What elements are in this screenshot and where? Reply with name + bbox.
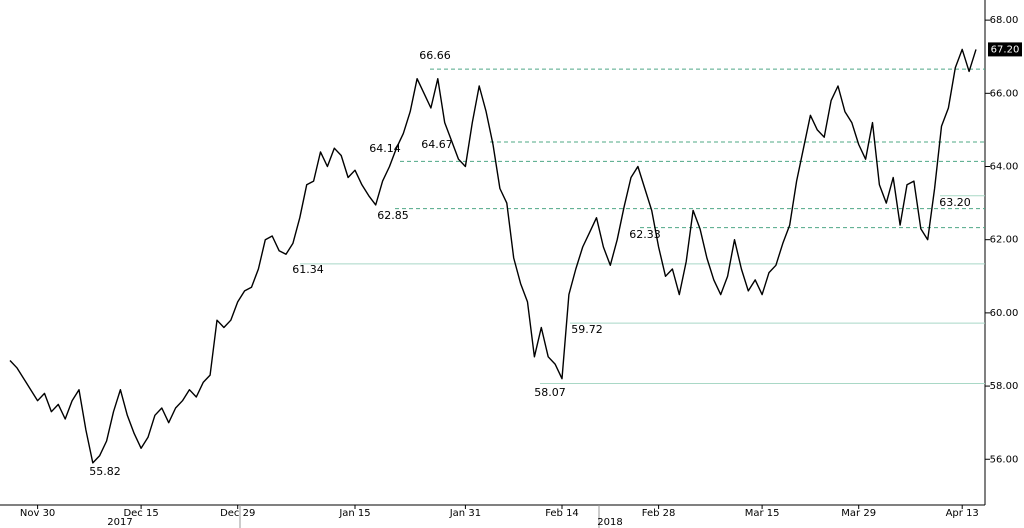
y-tick-label: 58.00 — [990, 381, 1019, 392]
x-tick-label: Dec 29 — [220, 508, 255, 519]
y-tick-label: 60.00 — [990, 308, 1019, 319]
x-tick-label: Apr 13 — [946, 508, 979, 519]
x-tick-label: Jan 31 — [449, 508, 481, 519]
level-label: 64.67 — [421, 138, 453, 151]
x-tick-label: Nov 30 — [20, 508, 55, 519]
level-label: 58.07 — [534, 386, 566, 399]
x-tick-label: Feb 28 — [642, 508, 676, 519]
level-label: 63.20 — [939, 196, 971, 209]
y-tick-label: 66.00 — [990, 88, 1019, 99]
level-label: 55.82 — [89, 465, 121, 478]
x-tick-label: Dec 15 — [123, 508, 158, 519]
price-line — [9, 48, 977, 464]
last-value-box — [988, 42, 1022, 57]
year-label: 2018 — [597, 517, 622, 528]
x-tick-label: Mar 15 — [745, 508, 780, 519]
x-tick-label: Feb 14 — [545, 508, 579, 519]
level-label: 62.85 — [377, 209, 409, 222]
y-tick-label: 56.00 — [990, 454, 1019, 465]
level-label: 66.66 — [419, 49, 451, 62]
y-tick-label: 64.00 — [990, 162, 1019, 173]
level-label: 64.14 — [369, 142, 401, 155]
level-label: 61.34 — [292, 263, 324, 276]
last-value-label: 67.20 — [991, 44, 1020, 55]
x-tick-label: Mar 29 — [841, 508, 876, 519]
year-label: 2017 — [107, 517, 132, 528]
x-tick-label: Jan 15 — [338, 508, 370, 519]
level-label: 59.72 — [571, 323, 603, 336]
level-label: 62.33 — [629, 228, 661, 241]
y-tick-label: 68.00 — [990, 15, 1019, 26]
y-tick-label: 62.00 — [990, 235, 1019, 246]
